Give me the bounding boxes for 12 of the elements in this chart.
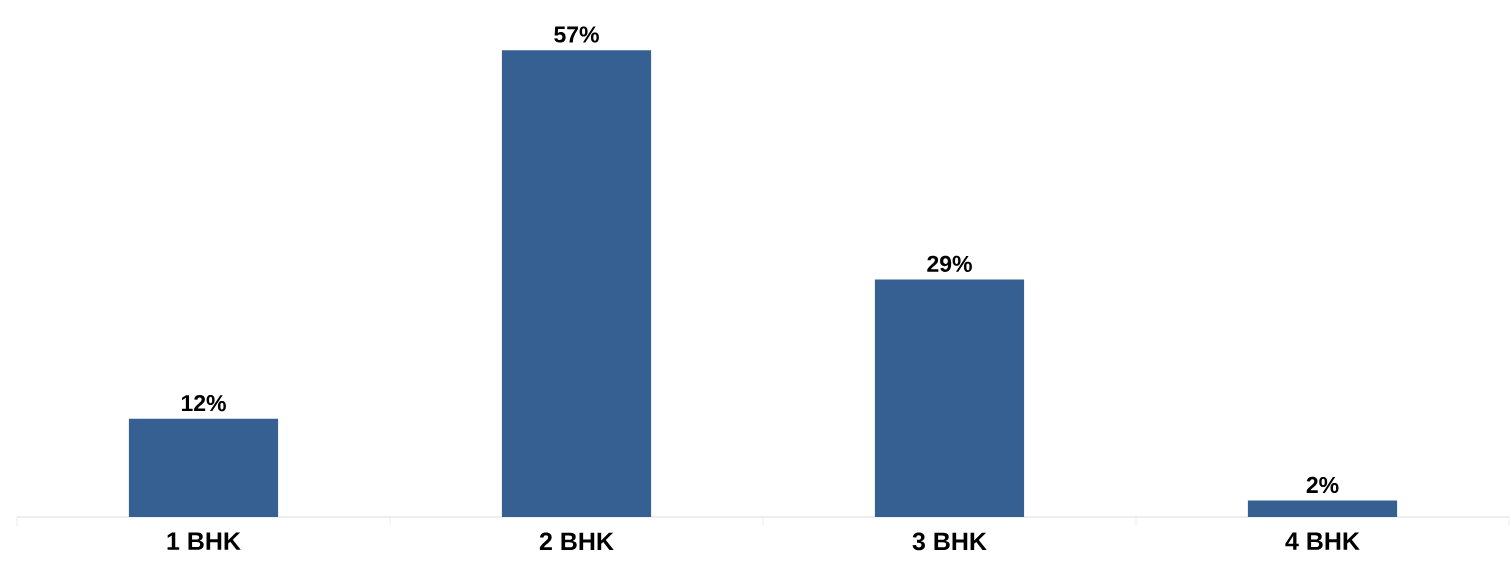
bar [874, 279, 1025, 517]
bar [128, 418, 279, 517]
x-tick-label: 1 BHK [167, 532, 241, 550]
data-label: 57% [554, 26, 599, 43]
data-label: 2% [1306, 476, 1339, 494]
x-tick-label: 4 BHK [1285, 532, 1360, 550]
data-label: 29% [927, 255, 972, 272]
x-tick-label: 2 BHK [539, 532, 614, 550]
data-label: 12% [181, 394, 226, 412]
x-tick-label: 3 BHK [912, 532, 987, 551]
bar [501, 50, 652, 517]
bar [1247, 500, 1398, 517]
